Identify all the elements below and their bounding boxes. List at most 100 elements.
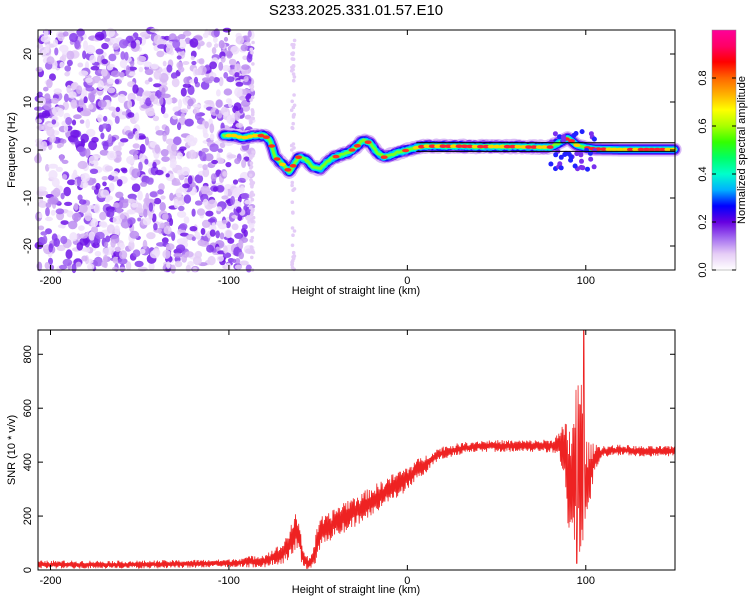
noise-blob [177,122,182,131]
noise-blob [92,178,97,184]
carrier-scatter [572,163,578,169]
noise-blob [138,135,147,140]
carrier-core [466,144,474,149]
noise-streak-dot [251,150,256,154]
noise-blob [136,95,142,101]
noise-blob [56,244,66,252]
noise-blob [127,209,134,215]
noise-blob [184,251,194,258]
noise-blob [101,123,109,129]
noise-streak-dot [291,233,295,237]
noise-blob [146,232,156,240]
noise-blob [225,262,232,271]
carrier-core [648,147,656,152]
carrier-core [498,144,506,149]
noise-blob [160,105,166,115]
snr-panel: -200 -100 0 100 0 200 400 600 800 Height of stra… [6,329,676,596]
noise-blob [157,189,165,195]
y-tick-label: 200 [22,507,34,525]
noise-blob [181,254,188,263]
carrier-core [530,145,538,149]
colorbar-tick-label: 0.4 [697,166,709,181]
noise-blob [45,207,50,217]
noise-blob [163,113,169,119]
noise-blob [74,138,79,146]
carrier-core [289,164,297,168]
noise-blob [95,231,105,240]
noise-blob [197,239,205,247]
noise-streak-dot [291,250,296,255]
noise-blob [72,169,78,178]
noise-streak-dot [290,262,294,267]
noise-streak-dot [292,75,297,79]
carrier-core [455,144,463,148]
noise-blob [134,112,140,122]
noise-blob [170,264,176,274]
noise-blob [60,235,68,245]
noise-blob [209,133,215,141]
noise-blob [63,186,71,197]
noise-blob [132,84,139,94]
noise-blob [177,169,183,176]
noise-blob [121,168,128,174]
noise-blob [114,246,121,253]
noise-blob [77,62,84,68]
noise-blob [221,219,228,224]
noise-blob [211,222,216,231]
carrier-core [434,144,442,148]
noise-blob [60,192,65,200]
noise-blob [119,213,125,220]
noise-blob [106,224,115,234]
noise-blob [140,181,148,187]
noise-blob [99,211,107,221]
noise-blob [173,198,179,209]
carrier-core [257,133,265,138]
colorbar: 0.0 0.2 0.4 0.6 0.8 Normalized spectral ampl… [697,29,748,278]
carrier-core [525,145,533,149]
noise-blob [210,173,217,182]
noise-blob [55,208,65,215]
carrier-scatter [579,158,584,164]
noise-blob [163,225,172,235]
noise-blob [89,168,99,174]
noise-blob [200,185,211,195]
noise-blob [118,141,125,147]
carrier-core [279,162,286,167]
carrier-core [568,139,575,143]
noise-blob [43,86,49,92]
noise-blob [101,58,108,65]
noise-blob [178,66,185,73]
carrier-core [637,147,645,152]
noise-blob [216,206,223,212]
noise-blob [63,93,69,103]
noise-streak-dot [249,191,254,196]
carrier-core [418,144,426,149]
noise-blob [83,40,88,51]
noise-blob [70,82,77,90]
noise-blob [243,75,249,83]
noise-blob [54,47,59,56]
noise-blob [69,32,78,43]
noise-streak-dot [249,98,253,102]
carrier-core [600,147,608,151]
carrier-core [653,147,661,152]
noise-blob [191,208,196,217]
noise-blob [53,88,62,94]
noise-blob [169,218,174,226]
noise-blob [176,244,186,253]
noise-blob [173,252,183,258]
noise-blob [76,146,85,153]
noise-blob [103,115,108,122]
noise-blob [128,240,135,251]
noise-blob [51,97,59,104]
noise-blob [206,41,212,48]
noise-blob [133,154,139,161]
noise-blob [203,132,209,139]
noise-blob [181,166,190,176]
carrier-core [471,144,479,149]
noise-blob [204,153,214,162]
noise-blob [148,202,154,212]
noise-streak-dot [250,184,254,189]
noise-blob [139,152,146,162]
noise-streak-dot [291,78,296,83]
